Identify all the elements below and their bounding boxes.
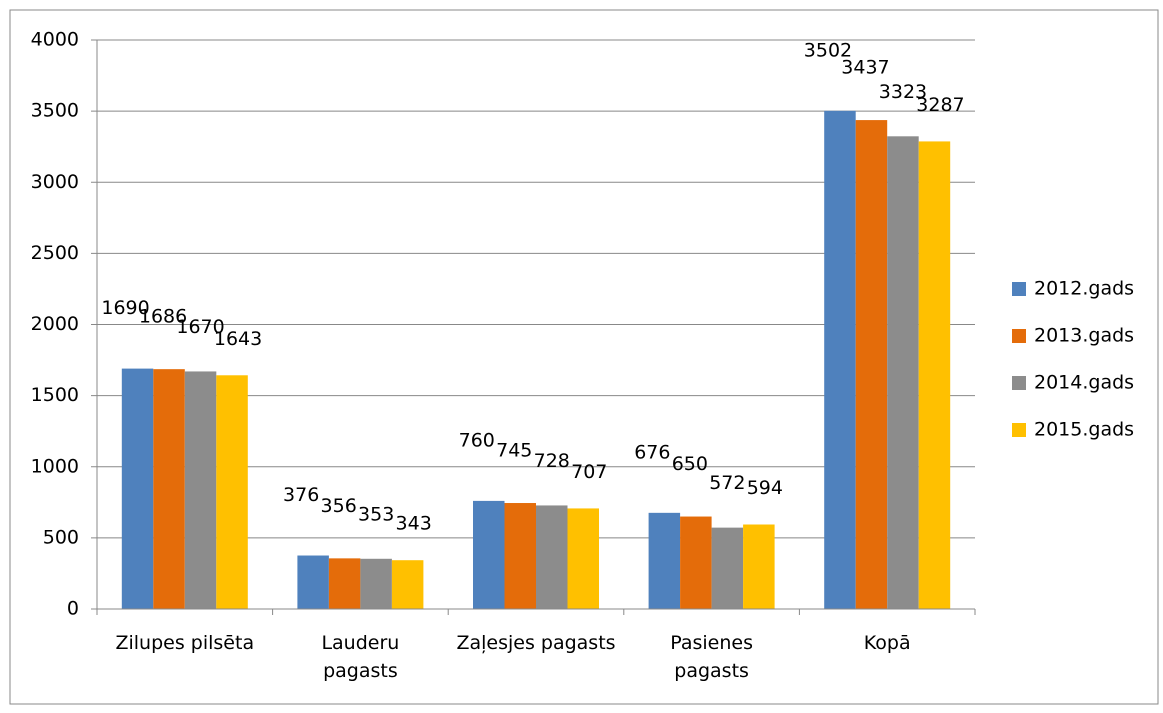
- data-label: 707: [571, 461, 607, 483]
- bar: [743, 524, 775, 609]
- bar: [680, 516, 712, 609]
- data-label: 1686: [139, 306, 187, 328]
- y-tick-label: 3000: [31, 171, 79, 193]
- data-label: 1670: [176, 316, 224, 338]
- legend-label: 2013.gads: [1034, 325, 1134, 347]
- x-tick-label: Pasienes pagasts: [670, 632, 753, 682]
- bar: [391, 560, 424, 609]
- data-label: 594: [747, 477, 783, 499]
- bar: [567, 508, 599, 609]
- y-tick-label: 500: [43, 526, 79, 548]
- data-label: 3502: [804, 39, 852, 61]
- legend-label: 2015.gads: [1034, 419, 1134, 441]
- bar: [648, 512, 681, 609]
- bar: [711, 527, 744, 609]
- y-tick-label: 3500: [31, 100, 79, 122]
- data-label: 356: [321, 495, 357, 517]
- legend-swatch: [1012, 329, 1026, 343]
- data-label: 343: [396, 513, 432, 535]
- data-label: 745: [496, 440, 532, 462]
- bar: [121, 368, 154, 609]
- legend-label: 2014.gads: [1034, 372, 1134, 394]
- y-tick-label: 4000: [31, 29, 79, 51]
- legend-label: 2012.gads: [1034, 278, 1134, 300]
- x-tick-label: Zaļesjes pagasts: [456, 632, 616, 654]
- bar: [184, 371, 217, 609]
- bar: [297, 555, 329, 609]
- data-label: 1643: [214, 328, 262, 350]
- bar: [824, 110, 856, 609]
- bar: [216, 375, 248, 609]
- y-tick-label: 2500: [31, 242, 79, 264]
- bar: [360, 558, 392, 609]
- data-label: 3437: [841, 57, 889, 79]
- x-tick-label: Lauderu pagasts: [321, 632, 400, 682]
- data-label: 1690: [101, 297, 149, 319]
- legend-swatch: [1012, 376, 1026, 390]
- bar: [855, 120, 888, 610]
- bar: [328, 558, 361, 609]
- bar: [473, 500, 505, 609]
- data-label: 572: [709, 472, 745, 494]
- data-label: 3323: [879, 81, 927, 103]
- data-label: 650: [672, 453, 708, 475]
- bar: [887, 136, 919, 609]
- data-label: 376: [283, 484, 319, 506]
- legend-swatch: [1012, 423, 1026, 437]
- y-tick-label: 2000: [31, 313, 79, 335]
- y-tick-label: 1500: [31, 384, 79, 406]
- data-label: 760: [459, 429, 495, 451]
- bar: [536, 505, 568, 609]
- bar: [153, 369, 185, 609]
- bar: [918, 141, 951, 609]
- data-label: 3287: [916, 94, 964, 116]
- y-tick-label: 1000: [31, 455, 79, 477]
- data-label: 353: [358, 503, 394, 525]
- x-tick-label: Zilupes pilsēta: [115, 632, 255, 654]
- x-tick-label: Kopā: [863, 632, 911, 654]
- y-tick-label: 0: [67, 598, 79, 620]
- data-label: 728: [534, 450, 570, 472]
- legend-swatch: [1012, 282, 1026, 296]
- bar: [504, 503, 536, 609]
- data-label: 676: [634, 441, 670, 463]
